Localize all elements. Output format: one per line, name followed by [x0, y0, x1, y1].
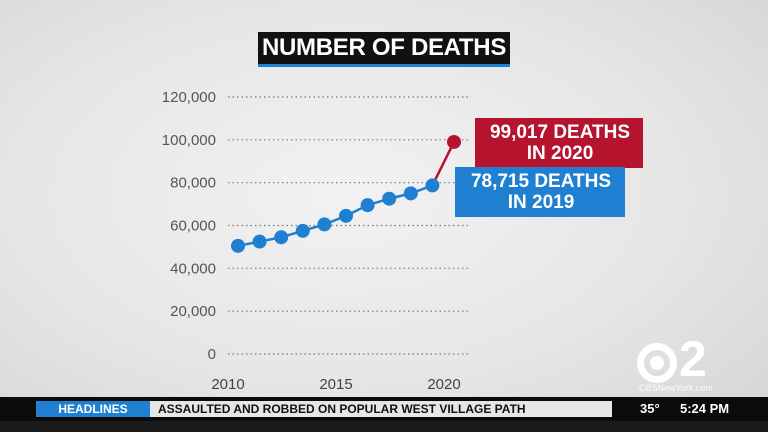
bottom-strip — [0, 421, 768, 432]
series-lines — [237, 141, 456, 248]
series-line-0 — [237, 184, 433, 248]
gridlines — [228, 96, 468, 355]
point-0-9 — [425, 178, 440, 193]
annotation-2020-line1: 99,017 DEATHS — [489, 122, 631, 143]
annotation-2020: 99,017 DEATHS IN 2020 — [475, 118, 643, 168]
point-0-6 — [360, 198, 375, 213]
annotation-2019-line1: 78,715 DEATHS — [470, 171, 612, 192]
point-0-5 — [339, 208, 353, 223]
y-tick-label-2: 40,000 — [170, 260, 216, 277]
y-tick-label-5: 100,000 — [162, 132, 216, 149]
y-tick-label-1: 20,000 — [170, 303, 216, 320]
series-line-1 — [431, 141, 456, 186]
chart-title: NUMBER OF DEATHS — [258, 32, 510, 67]
y-axis-ticks: 0 20,000 40,000 60,000 80,000 100,000 120,000 — [162, 89, 216, 363]
y-tick-label-3: 60,000 — [170, 218, 216, 235]
logo-website: CBSNewYork.com — [639, 383, 713, 393]
point-0-8 — [403, 186, 418, 201]
y-tick-label-6: 120,000 — [162, 89, 216, 106]
ticker-story: ASSAULTED AND ROBBED ON POPULAR WEST VIL… — [150, 401, 612, 417]
point-0-7 — [382, 191, 397, 206]
logo-channel-number: 2 — [679, 331, 707, 387]
ticker-label: HEADLINES — [36, 401, 150, 417]
x-tick-label-0: 2010 — [211, 376, 244, 393]
annotation-2020-line2: IN 2020 — [526, 143, 594, 164]
point-0-0 — [231, 238, 245, 253]
ticker-temperature: 35° — [640, 401, 660, 416]
news-ticker: HEADLINES ASSAULTED AND ROBBED ON POPULA… — [0, 397, 768, 421]
series-points — [231, 134, 461, 253]
point-0-3 — [295, 223, 310, 238]
point-0-1 — [252, 234, 267, 249]
cbs-eye-icon — [637, 343, 677, 383]
x-tick-label-1: 2015 — [319, 376, 352, 393]
point-1-1 — [447, 134, 461, 149]
annotation-2019: 78,715 DEATHS IN 2019 — [455, 167, 625, 217]
station-logo: 2 CBSNewYork.com — [637, 331, 727, 393]
x-tick-label-2: 2020 — [427, 376, 460, 393]
y-tick-label-4: 80,000 — [170, 175, 216, 192]
point-0-2 — [274, 230, 289, 245]
y-tick-label-0: 0 — [208, 346, 216, 363]
annotation-2019-line2: IN 2019 — [507, 192, 575, 213]
x-axis-ticks: 2010 2015 2020 — [211, 376, 460, 393]
ticker-time: 5:24 PM — [680, 401, 730, 416]
point-0-4 — [317, 217, 332, 232]
